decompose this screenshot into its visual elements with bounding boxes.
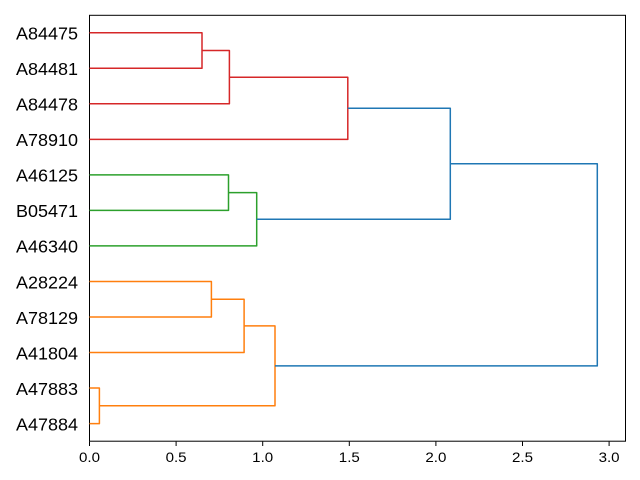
svg-text:A84481: A84481 — [16, 59, 78, 79]
svg-text:3.0: 3.0 — [599, 450, 620, 466]
svg-text:A41804: A41804 — [16, 343, 78, 363]
svg-text:A46125: A46125 — [16, 166, 78, 186]
svg-text:A84478: A84478 — [16, 95, 78, 115]
svg-text:A78129: A78129 — [16, 308, 78, 328]
svg-text:A46340: A46340 — [16, 237, 78, 257]
svg-text:B05471: B05471 — [16, 201, 78, 221]
svg-text:A47883: A47883 — [16, 379, 78, 399]
svg-text:0.0: 0.0 — [79, 450, 100, 466]
svg-text:1.5: 1.5 — [339, 450, 360, 466]
svg-text:A28224: A28224 — [16, 272, 78, 292]
svg-text:A84475: A84475 — [16, 24, 78, 44]
svg-text:A78910: A78910 — [16, 130, 78, 150]
svg-text:1.0: 1.0 — [252, 450, 273, 466]
svg-text:2.0: 2.0 — [425, 450, 446, 466]
svg-text:0.5: 0.5 — [166, 450, 187, 466]
svg-text:2.5: 2.5 — [512, 450, 533, 466]
svg-text:A47884: A47884 — [16, 414, 78, 434]
